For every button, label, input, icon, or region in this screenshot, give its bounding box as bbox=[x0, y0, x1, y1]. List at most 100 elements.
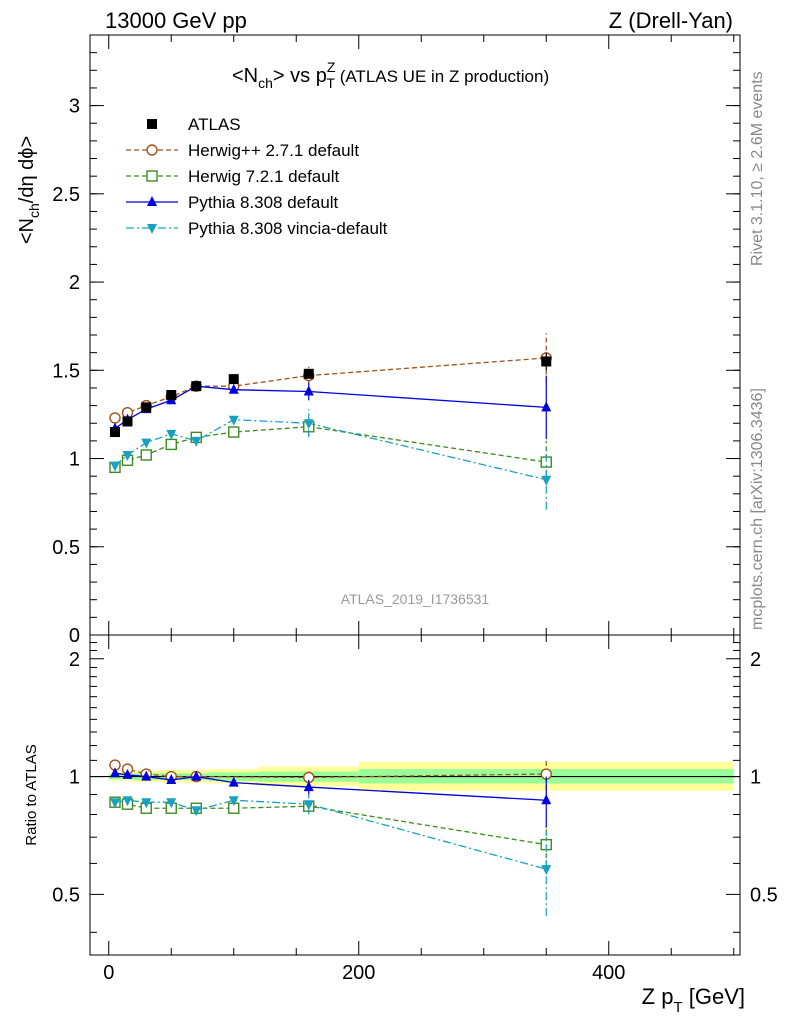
series-line bbox=[114, 385, 547, 430]
data-point bbox=[541, 475, 552, 486]
data-point bbox=[541, 401, 552, 412]
main-axes: 0 0.5 1 1.5 2 2.5 3 bbox=[52, 34, 740, 647]
data-point bbox=[122, 451, 133, 461]
x-tick-label: 0 bbox=[103, 962, 114, 984]
main-series-atlas bbox=[110, 352, 552, 438]
series-line bbox=[114, 799, 547, 870]
xlabel-sub: T bbox=[673, 999, 682, 1016]
data-point bbox=[122, 768, 133, 779]
energy-label: 13000 GeV pp bbox=[105, 8, 247, 33]
data-point bbox=[141, 402, 152, 413]
legend-marker bbox=[146, 144, 158, 156]
legend-entry: ATLAS bbox=[147, 115, 241, 134]
process-label: Z (Drell-Yan) bbox=[609, 8, 733, 33]
data-point bbox=[303, 800, 314, 811]
main-series-herwig-2-7-1-default bbox=[109, 333, 552, 424]
legend-label: Herwig 7.2.1 default bbox=[188, 167, 339, 186]
ratio-y-tick-label: 2 bbox=[69, 649, 80, 671]
ylabel-post: /dη dϕ> bbox=[16, 136, 38, 203]
ratio-y-tick-label-right: 2 bbox=[750, 649, 761, 671]
data-point bbox=[140, 449, 152, 461]
data-point bbox=[541, 794, 552, 805]
x-tick-label: 400 bbox=[592, 962, 625, 984]
title-sub2: T bbox=[326, 75, 335, 91]
data-point bbox=[110, 767, 120, 778]
data-point bbox=[228, 796, 239, 807]
data-point bbox=[191, 770, 202, 781]
main-y-tick-label: 2 bbox=[69, 272, 80, 294]
data-point bbox=[165, 438, 177, 451]
main-panel: 00.511.522.53 <Nch> vs pZ T (ATLAS UE in … bbox=[16, 34, 741, 647]
legend-label: ATLAS bbox=[188, 115, 241, 134]
title-sup: Z bbox=[327, 59, 336, 75]
data-point bbox=[541, 356, 552, 367]
main-series-pythia-8-308-default bbox=[110, 375, 552, 440]
series-line bbox=[114, 426, 547, 468]
data-point bbox=[166, 773, 177, 784]
data-point bbox=[110, 427, 120, 438]
data-point bbox=[110, 461, 120, 472]
xlabel-post: [GeV] bbox=[683, 984, 745, 1009]
legend-label: Herwig++ 2.7.1 default bbox=[188, 141, 359, 160]
xlabel-pre: Z p bbox=[642, 984, 674, 1009]
title-mid: > vs p bbox=[273, 65, 327, 87]
legend-label: Pythia 8.308 vincia-default bbox=[188, 219, 388, 238]
main-y-tick-label: 1.5 bbox=[52, 360, 80, 382]
data-point bbox=[109, 412, 121, 424]
legend-label: Pythia 8.308 default bbox=[188, 193, 339, 212]
title-post: (ATLAS UE in Z production) bbox=[335, 67, 549, 86]
ratio-y-tick-label: 1 bbox=[69, 767, 80, 789]
main-y-tick-label: 3 bbox=[69, 96, 80, 118]
data-point bbox=[110, 798, 120, 809]
x-axis-label: Z pT [GeV] bbox=[642, 984, 745, 1016]
ratio-y-label: Ratio to ATLAS bbox=[23, 744, 40, 845]
data-point bbox=[141, 438, 152, 449]
main-y-tick-label: 0.5 bbox=[52, 537, 80, 559]
ylabel-sub: ch bbox=[26, 203, 42, 218]
data-point bbox=[191, 806, 202, 817]
data-point bbox=[191, 381, 202, 392]
title-pre: <N bbox=[232, 65, 258, 87]
main-y-tick-label: 0 bbox=[69, 625, 80, 647]
rivet-label: Rivet 3.1.10, ≥ 2.6M events bbox=[749, 71, 766, 266]
x-tick-label: 200 bbox=[342, 962, 375, 984]
data-point bbox=[228, 426, 240, 438]
legend-entry: Herwig 7.2.1 default bbox=[126, 167, 339, 186]
main-y-label: <Nch/dη dϕ> bbox=[16, 136, 42, 244]
data-point bbox=[228, 415, 239, 426]
legend-marker bbox=[147, 196, 157, 206]
main-y-tick-label: 1 bbox=[69, 449, 80, 471]
data-point bbox=[122, 796, 133, 807]
main-series-pythia-8-308-vincia-default bbox=[110, 409, 552, 510]
title-sub1: ch bbox=[258, 75, 273, 91]
legend-marker bbox=[146, 170, 158, 182]
data-point bbox=[191, 436, 202, 447]
ratio-series bbox=[109, 759, 552, 917]
ratio-series-pythia-8-308-default bbox=[110, 767, 552, 828]
legend-marker bbox=[147, 119, 157, 129]
ratio-series-pythia-8-308-vincia-default bbox=[110, 794, 552, 917]
data-point bbox=[166, 798, 177, 809]
data-point bbox=[166, 429, 177, 440]
data-point bbox=[141, 798, 152, 809]
data-point bbox=[228, 776, 239, 787]
ratio-y-tick-label: 0.5 bbox=[52, 884, 80, 906]
data-point bbox=[541, 865, 552, 876]
legend-entry: Pythia 8.308 default bbox=[126, 193, 339, 212]
ratio-frame bbox=[89, 634, 741, 956]
series-line bbox=[114, 357, 547, 419]
ylabel-pre: <N bbox=[16, 218, 38, 244]
main-y-tick-label: 2.5 bbox=[52, 184, 80, 206]
ratio-y-tick-label-right: 0.5 bbox=[750, 884, 778, 906]
ratio-panel: 0.5 0.5 1 1 2 2 0 200 400 Ratio to ATLAS Z pT [G… bbox=[23, 634, 778, 1016]
data-point bbox=[141, 770, 152, 781]
ratio-axes: 0.5 0.5 1 1 2 2 0 200 400 bbox=[52, 635, 778, 984]
data-point bbox=[303, 385, 314, 396]
ratio-series-herwig-7-2-1-default bbox=[109, 796, 552, 867]
data-point bbox=[303, 781, 314, 792]
ratio-y-tick-label-right: 1 bbox=[750, 767, 761, 789]
analysis-watermark: ATLAS_2019_I1736531 bbox=[341, 591, 490, 607]
legend-entry: Herwig++ 2.7.1 default bbox=[126, 141, 359, 160]
legend-marker bbox=[147, 224, 157, 234]
